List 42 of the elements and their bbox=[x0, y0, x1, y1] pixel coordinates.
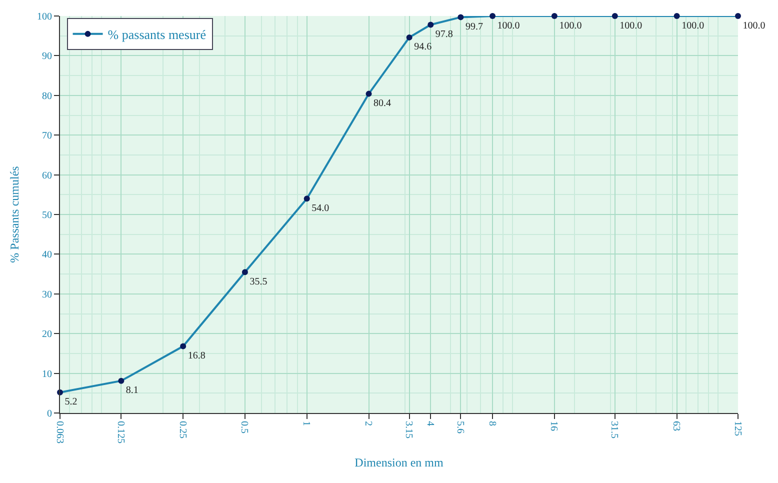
legend-label: % passants mesuré bbox=[108, 27, 206, 42]
x-tick-label: 2 bbox=[362, 421, 374, 426]
y-tick-label: 40 bbox=[42, 250, 52, 261]
y-tick-label: 0 bbox=[47, 408, 52, 420]
y-tick-label: 80 bbox=[42, 90, 52, 102]
data-label: 94.6 bbox=[414, 42, 432, 53]
x-tick-label: 31.5 bbox=[608, 421, 620, 438]
data-label: 35.5 bbox=[250, 276, 268, 288]
data-label: 99.7 bbox=[465, 21, 483, 32]
x-tick-label: 3.15 bbox=[403, 421, 414, 438]
y-axis-title: % Passants cumulés bbox=[7, 166, 22, 263]
y-tick-label: 70 bbox=[42, 130, 52, 142]
x-tick-label: 63 bbox=[670, 421, 682, 431]
data-label: 97.8 bbox=[435, 28, 453, 40]
y-tick-label: 30 bbox=[42, 289, 52, 300]
x-tick-label: 0.063 bbox=[54, 421, 65, 444]
x-tick-label: 125 bbox=[732, 421, 743, 436]
y-tick-label: 60 bbox=[42, 170, 52, 182]
x-tick-label: 0.25 bbox=[176, 421, 188, 438]
x-tick-label: 1 bbox=[300, 421, 312, 426]
y-tick-label: 10 bbox=[42, 368, 52, 380]
data-label: 100.0 bbox=[742, 20, 766, 32]
y-tick-label: 100 bbox=[37, 12, 52, 22]
y-tick-label: 50 bbox=[42, 210, 52, 221]
x-tick-label: 0.5 bbox=[238, 421, 250, 434]
data-label: 54.0 bbox=[312, 202, 330, 214]
data-label: 100.0 bbox=[559, 20, 582, 32]
data-label: 80.4 bbox=[374, 98, 392, 110]
x-tick-label: 8 bbox=[486, 421, 498, 426]
data-label: 100.0 bbox=[682, 20, 704, 32]
x-tick-label: 4 bbox=[424, 421, 436, 426]
x-axis-title: Dimension en mm bbox=[354, 455, 444, 470]
x-tick-label: 16 bbox=[548, 421, 560, 431]
data-label: 100.0 bbox=[620, 20, 642, 32]
data-label: 8.1 bbox=[126, 385, 138, 396]
data-label: 5.2 bbox=[64, 396, 78, 408]
y-tick-label: 90 bbox=[42, 51, 52, 62]
data-label: 16.8 bbox=[188, 350, 206, 362]
data-label: 100.0 bbox=[497, 20, 520, 32]
y-tick-label: 20 bbox=[42, 329, 52, 340]
x-tick-label: 5.6 bbox=[454, 421, 466, 434]
x-tick-label: 0.125 bbox=[114, 421, 126, 444]
